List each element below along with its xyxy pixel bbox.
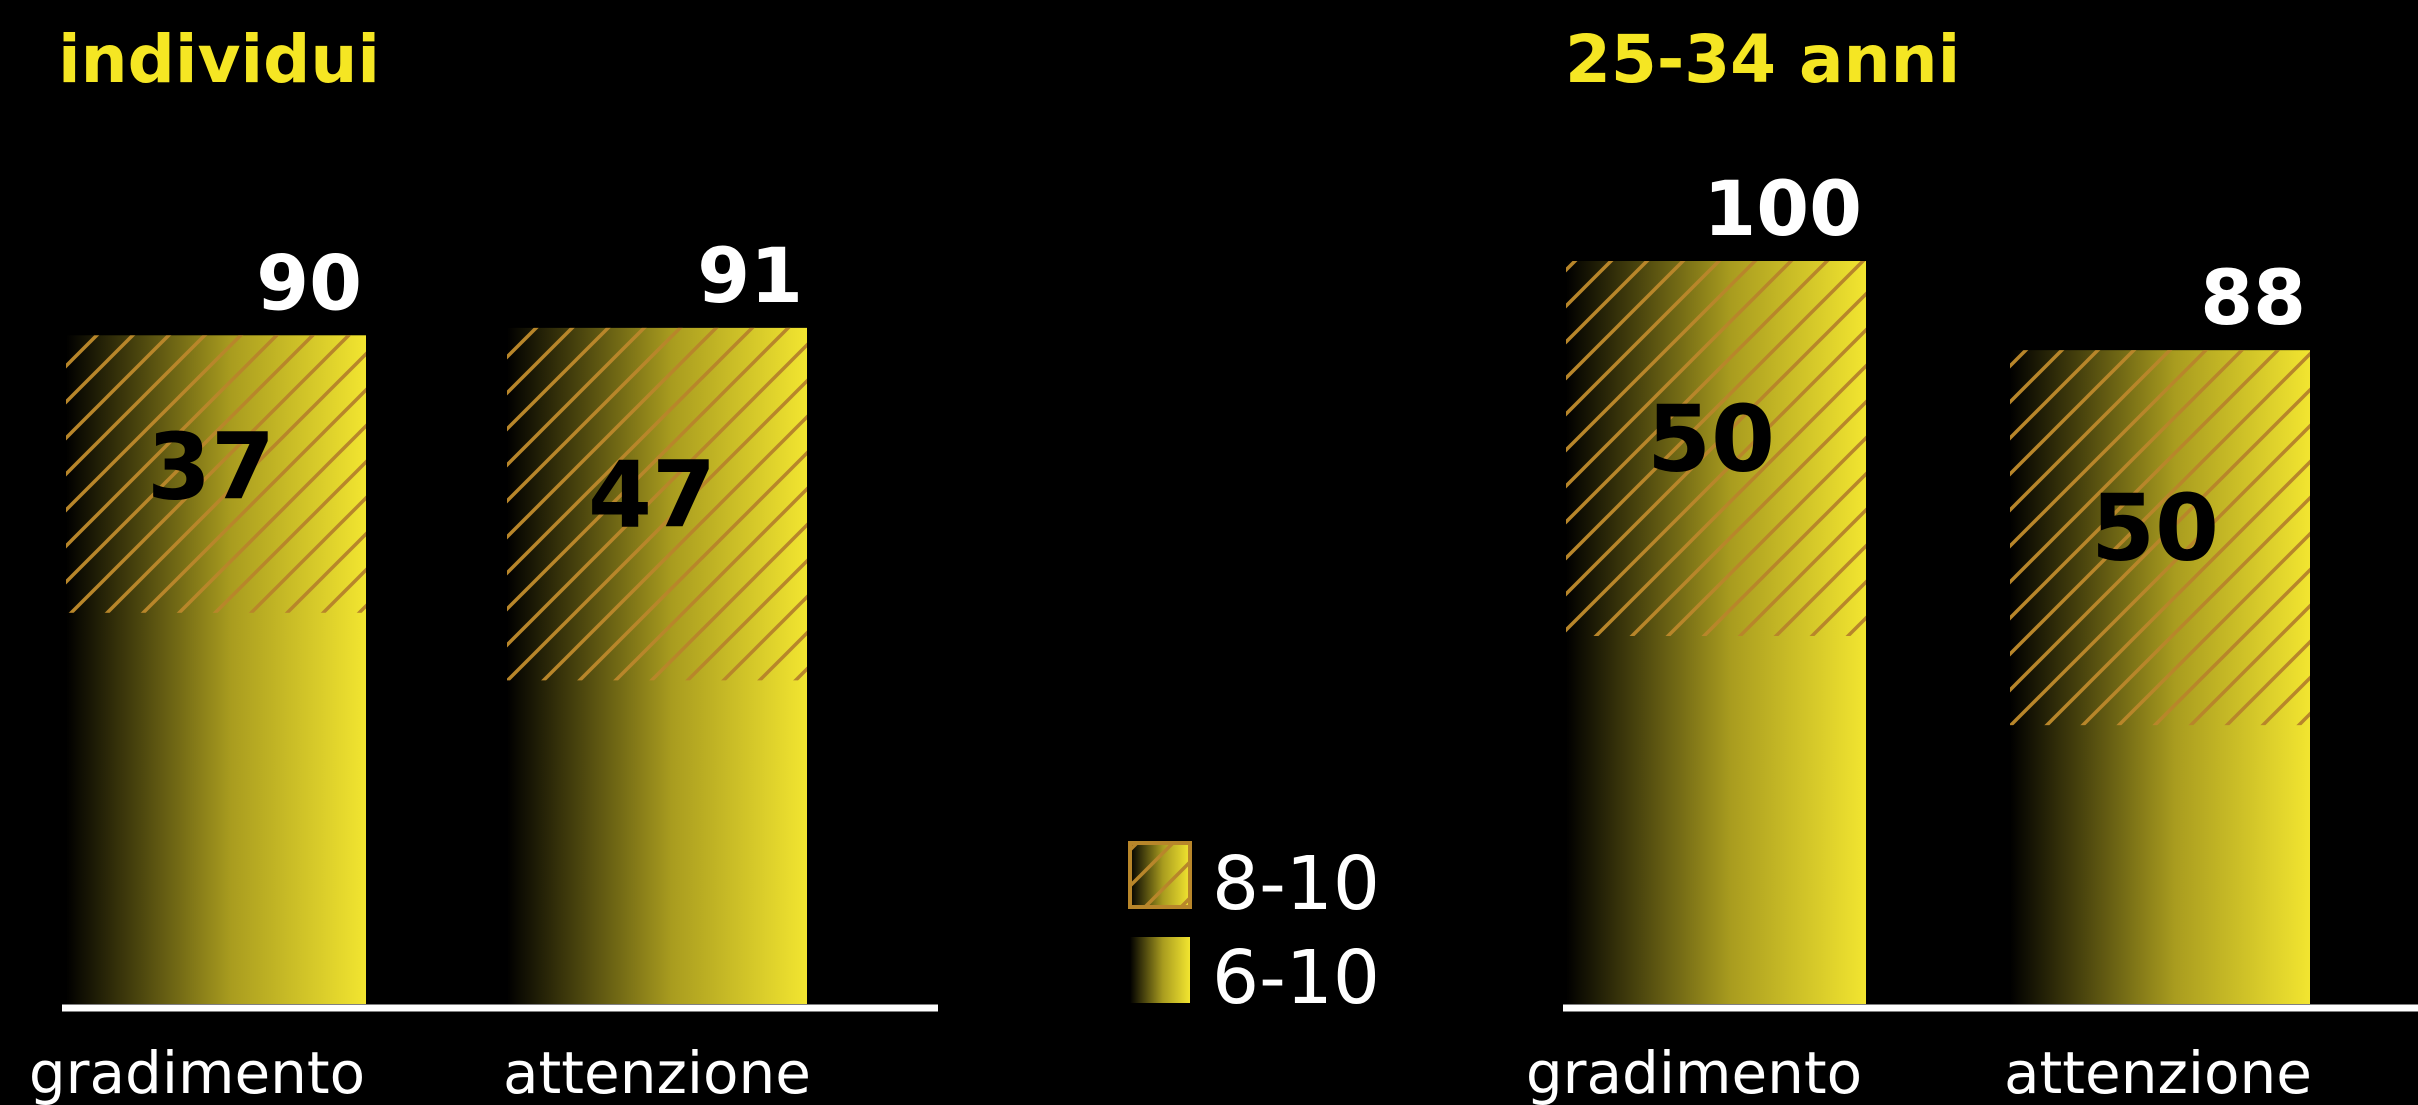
bar-8-10-hatch — [1566, 261, 1866, 636]
data-label-8-10: 50 — [1647, 385, 1775, 492]
data-label-total: 100 — [1703, 164, 1862, 253]
data-label-total: 91 — [697, 231, 803, 320]
bars-group: 90 37 91 47 — [66, 231, 807, 1004]
bar-8-10-hatch — [66, 335, 366, 613]
data-label-total: 90 — [256, 238, 362, 327]
chart-title: 25-34 anni — [1565, 21, 1960, 98]
chart-title: individui — [58, 21, 380, 98]
category-label: attenzione — [2004, 1039, 2312, 1105]
legend-item-solid: 6-10 — [1130, 935, 1380, 1021]
category-label: attenzione — [503, 1039, 811, 1105]
bar-8-10-hatch — [2010, 350, 2310, 726]
data-label-8-10: 37 — [147, 414, 275, 521]
bars-group: 100 50 88 50 — [1566, 164, 2310, 1004]
bar-8-10-hatch — [507, 327, 807, 681]
legend: 8-10 6-10 — [1128, 841, 1380, 1021]
data-label-total: 88 — [2200, 253, 2306, 342]
legend-label: 6-10 — [1212, 935, 1380, 1021]
chart-panel-individui: individui 90 37 91 47 gradimento attenzione — [29, 21, 938, 1105]
chart-panel-25-34-anni: 25-34 anni 100 50 88 50 gradimento attenzio… — [1526, 21, 2418, 1105]
legend-swatch-hatch-overlay — [1128, 841, 1192, 909]
legend-label: 8-10 — [1212, 841, 1380, 927]
legend-swatch-solid — [1130, 937, 1190, 1003]
data-label-8-10: 47 — [588, 442, 716, 549]
category-label: gradimento — [29, 1039, 365, 1105]
data-label-8-10: 50 — [2091, 474, 2219, 581]
category-label: gradimento — [1526, 1039, 1862, 1105]
legend-item-hatched: 8-10 — [1128, 841, 1380, 927]
